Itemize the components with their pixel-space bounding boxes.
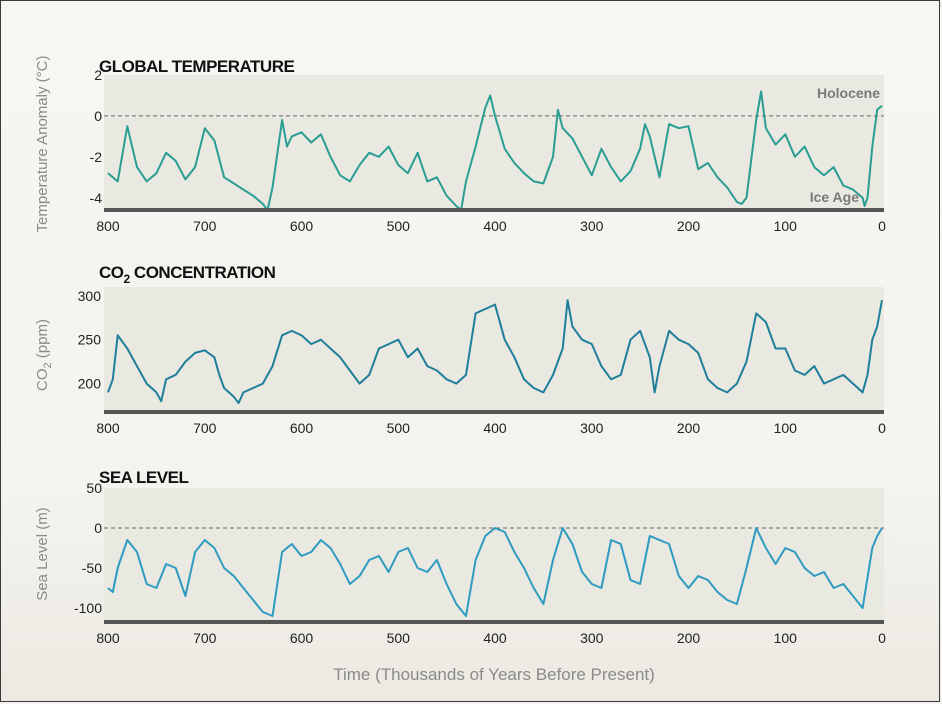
temperature-x-tick-label: 500: [387, 218, 411, 234]
co2-y-label: CO2 (ppm): [34, 319, 54, 391]
sea-level-y-tick-label: -50: [82, 560, 102, 576]
co2-x-tick-label: 400: [483, 420, 507, 436]
co2-x-tick-label: 600: [290, 420, 314, 436]
co2-x-tick-label: 500: [387, 420, 411, 436]
sea-level-y-tick-label: 50: [86, 480, 102, 496]
co2-plot-area: [104, 287, 884, 410]
sea-level-x-tick-label: 600: [290, 630, 314, 646]
temperature-x-tick-label: 300: [580, 218, 604, 234]
sea-level-x-tick-label: 300: [580, 630, 604, 646]
sea-level-y-label: Sea Level (m): [34, 507, 51, 600]
sea-level-y-tick-label: -100: [74, 600, 102, 616]
sea-level-title: SEA LEVEL: [99, 468, 188, 487]
co2-x-tick-label: 300: [580, 420, 604, 436]
temperature-title: GLOBAL TEMPERATURE: [99, 57, 294, 76]
sea-level-x-tick-label: 500: [387, 630, 411, 646]
co2-series-line: [107, 299, 883, 404]
temperature-x-tick-label: 400: [483, 218, 507, 234]
x-axis-label: Time (Thousands of Years Before Present): [333, 665, 655, 684]
temperature-y-tick-label: -4: [90, 190, 103, 206]
temperature-plot-area: [104, 75, 884, 208]
sea-level-series-line: [107, 527, 883, 617]
co2-x-tick-label: 800: [96, 420, 120, 436]
temperature-x-tick-label: 100: [774, 218, 798, 234]
co2-x-tick-label: 200: [677, 420, 701, 436]
temperature-y-tick-label: 0: [94, 108, 102, 124]
co2-x-axis: [104, 410, 884, 414]
sea-level-x-tick-label: 800: [96, 630, 120, 646]
co2-y-tick-label: 300: [78, 288, 102, 304]
temperature-y-label: Temperature Anomaly (°C): [34, 56, 51, 233]
sea-level-x-tick-label: 0: [878, 630, 886, 646]
sea-level-x-tick-label: 200: [677, 630, 701, 646]
ice-age-annotation: Ice Age: [810, 189, 859, 205]
temperature-y-tick-label: 2: [94, 67, 102, 83]
temperature-x-tick-label: 800: [96, 218, 120, 234]
temperature-x-tick-label: 600: [290, 218, 314, 234]
co2-x-tick-label: 0: [878, 420, 886, 436]
sea-level-x-axis: [104, 620, 884, 624]
sea-level-x-tick-label: 400: [483, 630, 507, 646]
temperature-x-tick-label: 700: [193, 218, 217, 234]
co2-y-tick-label: 250: [78, 332, 102, 348]
holocene-annotation: Holocene: [817, 85, 880, 101]
sea-level-x-tick-label: 100: [774, 630, 798, 646]
sea-level-x-tick-label: 700: [193, 630, 217, 646]
co2-title: CO2 CONCENTRATION: [99, 263, 276, 286]
co2-y-tick-label: 200: [78, 376, 102, 392]
co2-x-tick-label: 100: [774, 420, 798, 436]
temperature-x-tick-label: 0: [878, 218, 886, 234]
temperature-series-line: [107, 90, 883, 211]
temperature-x-axis: [104, 208, 884, 212]
sea-level-y-tick-label: 0: [94, 520, 102, 536]
sea-level-plot-area: [104, 488, 884, 620]
co2-x-tick-label: 700: [193, 420, 217, 436]
temperature-x-tick-label: 200: [677, 218, 701, 234]
temperature-y-tick-label: -2: [90, 149, 103, 165]
